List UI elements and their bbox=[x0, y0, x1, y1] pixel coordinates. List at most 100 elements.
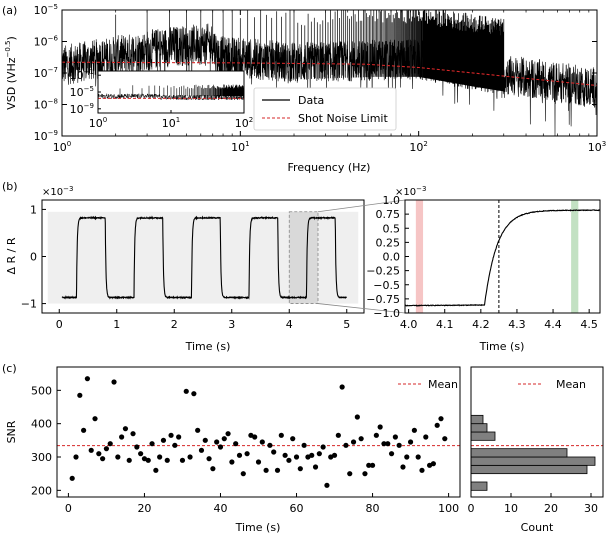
scatter-point bbox=[415, 454, 421, 460]
scatter-point bbox=[442, 436, 448, 442]
scatter-point bbox=[134, 444, 140, 450]
panel-b-right-y-tick-label: 0.25 bbox=[376, 236, 401, 249]
scatter-point bbox=[286, 457, 292, 463]
panel-a-inset: 100 101 102 10−9 10−5 10−1 bbox=[70, 68, 254, 130]
panel-b-right-x-tick-label: 4.1 bbox=[436, 318, 454, 331]
scatter-point bbox=[111, 379, 117, 385]
panel-c-left-ticks: 0 20 40 60 80 100 200 300 400 500 bbox=[31, 384, 459, 515]
panel-a-data-series bbox=[62, 23, 597, 136]
scatter-point bbox=[392, 434, 398, 440]
panel-c-left-x-tick-label: 80 bbox=[366, 502, 380, 515]
histogram-bar bbox=[471, 464, 588, 475]
panel-a-y-label-exp: −0.5 bbox=[4, 40, 12, 57]
legend-box bbox=[253, 87, 397, 131]
panel-c-left-plot-area bbox=[57, 376, 460, 488]
panel-c-right-ticks: 0 10 20 30 bbox=[468, 493, 598, 515]
panel-b-left-y-tick-label: −1 bbox=[21, 298, 37, 311]
panel-b-right-trace bbox=[405, 209, 600, 307]
panel-a-y-tick-label: 10−9 bbox=[34, 129, 58, 143]
scatter-point bbox=[290, 436, 296, 442]
scatter-point bbox=[96, 451, 102, 457]
panel-a-x-ticks: 100 101 102 103 bbox=[53, 10, 606, 154]
scatter-point bbox=[278, 432, 284, 438]
scatter-point bbox=[400, 464, 406, 470]
scatter-point bbox=[335, 432, 341, 438]
panel-b-right-y-tick-label: −0.25 bbox=[366, 265, 400, 278]
panel-a-y-label-close: ) bbox=[5, 36, 18, 40]
scatter-point bbox=[233, 441, 239, 447]
scatter-point bbox=[198, 447, 205, 453]
panel-c-left: (c) 0 20 40 60 80 100 200 300 400 500 Time (s) SN… bbox=[2, 362, 461, 534]
panel-c-left-x-tick-label: 20 bbox=[137, 502, 151, 515]
panel-b-left-y-tick-label: 0 bbox=[30, 251, 37, 264]
scatter-point bbox=[430, 461, 436, 467]
scatter-point bbox=[168, 432, 174, 438]
scatter-point bbox=[377, 424, 383, 430]
panel-b-right-y-tick-label: −1.0 bbox=[373, 307, 400, 320]
histogram-bar bbox=[471, 481, 488, 491]
scatter-point bbox=[301, 442, 307, 448]
zoom-line-top bbox=[317, 199, 406, 213]
panel-c-right-legend-label: Mean bbox=[556, 378, 586, 391]
scatter-point bbox=[297, 466, 303, 472]
inset-y-tick-label: 10−5 bbox=[70, 85, 94, 99]
panel-b-right-y-tick-label: 0.75 bbox=[376, 208, 401, 221]
scatter-point bbox=[350, 439, 357, 445]
scatter-point bbox=[339, 384, 345, 390]
scatter-point bbox=[100, 456, 106, 462]
scatter-point bbox=[73, 454, 79, 460]
panel-b-left-trace bbox=[61, 215, 347, 300]
scatter-point bbox=[81, 427, 87, 433]
scatter-point bbox=[153, 467, 159, 473]
panel-c-left-legend-label: Mean bbox=[428, 378, 458, 391]
panel-b-right-y-tick-label: −0.5 bbox=[373, 279, 400, 292]
panel-a-y-tick-label: 10−5 bbox=[34, 3, 58, 17]
scatter-point bbox=[157, 454, 163, 460]
panel-b-left-x-tick-label: 3 bbox=[228, 318, 235, 331]
scatter-point bbox=[362, 471, 368, 477]
panel-b-left-multiplier: ×10−3 bbox=[42, 185, 73, 198]
scatter-point bbox=[263, 467, 269, 473]
scatter-point bbox=[191, 391, 197, 397]
panel-a-x-tick-label: 102 bbox=[409, 140, 427, 154]
scatter-point bbox=[252, 434, 258, 440]
scatter-point bbox=[255, 459, 262, 465]
panel-c-left-frame bbox=[56, 366, 461, 498]
panel-b-left-x-tick-label: 4 bbox=[286, 318, 293, 331]
panel-b-right-plot-area bbox=[405, 200, 600, 313]
inset-x-tick-label: 101 bbox=[162, 116, 180, 130]
panel-c-right-plot-area bbox=[471, 414, 603, 491]
panel-b-right-y-tick-label: −0.75 bbox=[366, 293, 400, 306]
zoom-line-bottom bbox=[317, 303, 406, 314]
panel-b-zoom-box bbox=[288, 211, 319, 304]
panel-a-legend: Data Shot Noise Limit bbox=[253, 87, 397, 131]
scatter-point bbox=[343, 442, 349, 448]
scatter-point bbox=[385, 441, 391, 447]
panel-c-right: 0 10 20 30 Count Mean bbox=[468, 366, 604, 534]
panel-b-label: (b) bbox=[2, 180, 18, 193]
legend-data-label: Data bbox=[298, 94, 324, 107]
panel-c-right-legend: Mean bbox=[518, 378, 586, 391]
panel-c-left-x-tick-label: 0 bbox=[65, 502, 72, 515]
panel-c-left-y-tick-label: 500 bbox=[31, 384, 52, 397]
panel-c-left-y-tick-label: 400 bbox=[31, 418, 52, 431]
panel-a-x-tick-label: 103 bbox=[588, 140, 606, 154]
panel-c-right-frame bbox=[470, 366, 604, 498]
scatter-point bbox=[354, 414, 360, 420]
scatter-point bbox=[221, 436, 227, 442]
scatter-point bbox=[84, 376, 91, 382]
scatter-point bbox=[423, 434, 429, 440]
panel-a-shot-noise-line bbox=[62, 61, 597, 87]
scatter-point bbox=[160, 437, 167, 443]
panel-c-right-x-tick-label: 10 bbox=[504, 502, 518, 515]
panel-b-right-x-tick-label: 4.2 bbox=[472, 318, 490, 331]
scatter-point bbox=[119, 434, 125, 440]
panel-c-left-legend: Mean bbox=[398, 378, 458, 391]
panel-b-left-x-tick-label: 2 bbox=[171, 318, 178, 331]
panel-c-label: (c) bbox=[2, 362, 17, 375]
scatter-point bbox=[407, 439, 414, 445]
panel-b-right-x-tick-label: 4.5 bbox=[580, 318, 598, 331]
panel-c-left-x-label: Time (s) bbox=[235, 521, 281, 534]
scatter-point bbox=[381, 441, 387, 447]
panel-b-left-multiplier-base: ×10 bbox=[42, 187, 63, 198]
